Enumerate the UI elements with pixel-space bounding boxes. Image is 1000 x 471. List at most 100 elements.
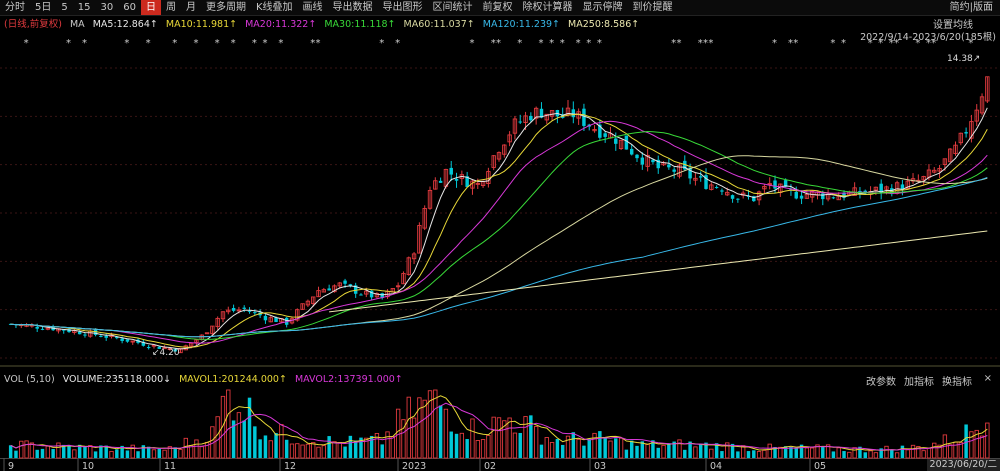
event-star-icon: * xyxy=(172,38,177,49)
period-tab-2[interactable]: 5 xyxy=(61,2,68,13)
volume-bar xyxy=(714,443,719,458)
volume-bar xyxy=(491,416,496,459)
volume-bar xyxy=(311,442,316,459)
volume-bar xyxy=(173,447,177,458)
volume-bar xyxy=(77,444,82,458)
period-tab-18[interactable]: 到价提醒 xyxy=(632,2,673,13)
volume-bar xyxy=(24,440,29,459)
change-params-button[interactable]: 改参数 xyxy=(866,377,896,388)
volume-bar xyxy=(529,415,533,458)
candle xyxy=(491,155,496,168)
candle xyxy=(167,348,173,350)
period-tab-17[interactable]: 显示停牌 xyxy=(582,2,623,13)
period-tab-6[interactable]: 日 xyxy=(140,0,161,15)
event-star-icon: * xyxy=(576,38,581,49)
candle xyxy=(395,285,401,288)
candle xyxy=(274,317,278,322)
candle xyxy=(40,328,45,330)
period-tab-8[interactable]: 月 xyxy=(185,2,196,13)
candle xyxy=(305,300,311,306)
period-tab-14[interactable]: 区间统计 xyxy=(432,2,473,13)
volume-bar xyxy=(985,422,990,459)
candle xyxy=(295,309,300,321)
volume-bar xyxy=(470,418,475,459)
candle xyxy=(783,180,788,187)
period-tab-12[interactable]: 导出数据 xyxy=(332,2,373,13)
volume-bar xyxy=(677,439,682,459)
volume-bar xyxy=(937,444,942,459)
volume-bar xyxy=(194,439,199,459)
event-star-icon: * xyxy=(215,38,220,49)
candle xyxy=(45,327,50,330)
volume-bar xyxy=(390,436,396,459)
period-tab-13[interactable]: 导出图形 xyxy=(382,2,423,13)
volume-bar xyxy=(549,442,555,459)
ma30-value: MA30:11.118↑ xyxy=(324,19,396,30)
switch-indicator-button[interactable]: 换指标 xyxy=(942,377,972,388)
candle xyxy=(932,169,937,173)
period-tab-10[interactable]: K线叠加 xyxy=(255,2,293,13)
candle xyxy=(518,121,522,123)
volume-bar xyxy=(693,446,698,459)
period-tab-9[interactable]: 更多周期 xyxy=(205,2,246,13)
low-price-label: ↙4.20 xyxy=(152,348,180,358)
candle xyxy=(454,178,459,181)
ma-settings-button[interactable]: 设置均线 xyxy=(933,20,973,31)
event-star-icon: * xyxy=(894,38,899,49)
period-tab-1[interactable]: 5日 xyxy=(35,2,52,13)
period-tab-3[interactable]: 15 xyxy=(77,2,91,13)
close-icon[interactable]: × xyxy=(983,373,992,384)
volume-bar xyxy=(51,449,55,458)
simple-layout-button[interactable]: 简约|版面 xyxy=(949,2,993,13)
volume-bar xyxy=(582,445,586,458)
volume-bar xyxy=(624,449,629,458)
volume-bar xyxy=(645,443,650,459)
event-star-icon: * xyxy=(491,38,496,49)
candle xyxy=(115,336,119,339)
candle xyxy=(374,293,380,298)
volume-bar xyxy=(900,445,905,458)
volume-bar xyxy=(608,440,613,459)
candle xyxy=(130,340,135,343)
volume-bar xyxy=(120,445,124,458)
volume-bar xyxy=(454,433,459,458)
period-tab-5[interactable]: 60 xyxy=(123,2,136,13)
period-tab-0[interactable]: 分时 xyxy=(5,2,25,13)
event-star-icon: * xyxy=(671,38,676,49)
event-star-icon: * xyxy=(788,38,793,49)
volume-bar xyxy=(343,446,347,458)
candle xyxy=(720,190,724,192)
candle xyxy=(598,124,602,138)
period-tab-11[interactable]: 画线 xyxy=(302,2,323,13)
volume-bar xyxy=(141,445,146,458)
volume-bar xyxy=(783,446,788,458)
candle xyxy=(804,193,810,199)
volume-bar xyxy=(465,439,469,458)
volume-bar xyxy=(921,450,926,459)
candle xyxy=(730,195,735,199)
add-indicator-button[interactable]: 加指标 xyxy=(904,377,934,388)
candle xyxy=(62,329,66,331)
candle xyxy=(979,96,985,114)
candle xyxy=(693,177,698,181)
period-tab-15[interactable]: 前复权 xyxy=(482,2,513,13)
candle xyxy=(539,108,544,118)
volume-bar xyxy=(332,441,337,459)
event-star-icon: * xyxy=(698,38,703,49)
period-tab-16[interactable]: 除权计算器 xyxy=(522,2,573,13)
candle xyxy=(773,180,777,189)
period-tab-4[interactable]: 30 xyxy=(100,2,114,13)
volume-value: VOLUME:235118.000↓ xyxy=(62,374,172,385)
date-range-label: 2022/9/14-2023/6/20(185根) xyxy=(860,32,996,43)
event-star-icon: * xyxy=(252,38,257,49)
period-tab-7[interactable]: 周 xyxy=(165,2,176,13)
candle xyxy=(146,347,151,349)
volume-bar xyxy=(964,424,968,458)
candle xyxy=(67,329,71,333)
candle xyxy=(327,288,331,291)
ma20-line xyxy=(10,120,988,344)
event-star-icon: * xyxy=(517,38,522,49)
kline-mode-label: (日线,前复权) xyxy=(4,19,62,30)
mavol1-line xyxy=(10,395,988,451)
